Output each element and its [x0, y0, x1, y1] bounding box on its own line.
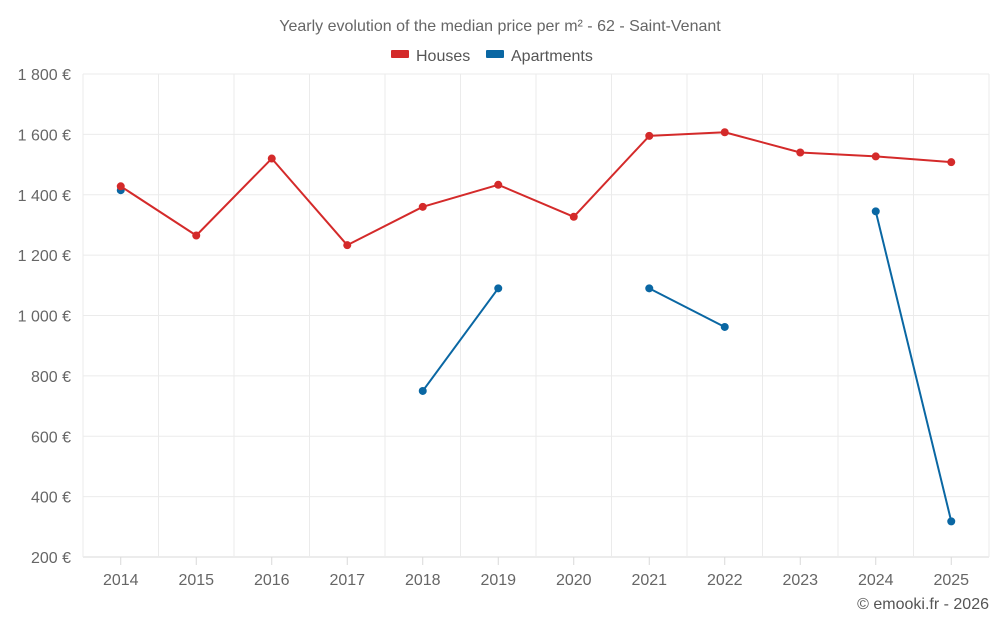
data-point-apartments[interactable]	[720, 322, 729, 331]
data-point-houses[interactable]	[192, 231, 201, 240]
data-point-apartments[interactable]	[494, 284, 503, 293]
series-line-houses	[119, 131, 953, 247]
legend-label-apartments: Apartments	[511, 48, 593, 65]
y-tick-label: 1 800 €	[18, 67, 71, 84]
x-tick-label: 2020	[556, 572, 592, 589]
x-tick-label: 2024	[858, 572, 894, 589]
series-line-apartments	[421, 287, 500, 392]
data-point-houses[interactable]	[343, 241, 352, 250]
data-point-houses[interactable]	[947, 158, 956, 167]
y-tick-label: 400 €	[31, 490, 71, 507]
legend-item-houses[interactable]: Houses	[391, 48, 470, 65]
x-tick-label: 2019	[480, 572, 516, 589]
chart-title: Yearly evolution of the median price per…	[279, 18, 721, 35]
series-line-apartments	[648, 287, 726, 328]
y-tick-label: 1 400 €	[18, 188, 71, 205]
series-line-apartments	[874, 210, 953, 523]
legend-swatch-houses	[391, 50, 409, 58]
x-tick-label: 2017	[329, 572, 365, 589]
x-tick-label: 2015	[178, 572, 214, 589]
data-point-houses[interactable]	[871, 152, 880, 161]
data-point-apartments[interactable]	[418, 386, 427, 395]
data-point-houses[interactable]	[418, 202, 427, 211]
data-point-apartments[interactable]	[645, 284, 654, 293]
x-tick-label: 2016	[254, 572, 290, 589]
y-tick-label: 1 200 €	[18, 248, 71, 265]
legend-swatch-apartments	[486, 50, 504, 58]
axes: 200 € 400 € 600 € 800 € 1 000 € 1 200 € 1 400 …	[18, 67, 970, 589]
data-point-houses[interactable]	[116, 182, 125, 191]
x-tick-label: 2023	[782, 572, 818, 589]
x-tick-label: 2021	[631, 572, 667, 589]
grid	[82, 73, 990, 558]
data-point-apartments[interactable]	[871, 207, 880, 216]
data-point-apartments[interactable]	[947, 517, 956, 526]
series	[116, 128, 956, 526]
legend-label-houses: Houses	[416, 48, 470, 65]
x-tick-label: 2018	[405, 572, 441, 589]
data-point-houses[interactable]	[267, 154, 276, 163]
legend-item-apartments[interactable]: Apartments	[486, 48, 593, 65]
data-point-houses[interactable]	[796, 148, 805, 157]
x-tick-label: 2025	[933, 572, 969, 589]
legend: Houses Apartments	[391, 48, 593, 65]
y-tick-label: 800 €	[31, 369, 71, 386]
x-tick-label: 2014	[103, 572, 139, 589]
x-tick-label: 2022	[707, 572, 743, 589]
y-tick-label: 200 €	[31, 550, 71, 567]
chart-credit: © emooki.fr - 2026	[857, 596, 989, 613]
y-tick-label: 1 000 €	[18, 309, 71, 326]
y-tick-label: 600 €	[31, 429, 71, 446]
data-point-houses[interactable]	[569, 212, 578, 221]
series-houses	[116, 128, 956, 250]
data-point-houses[interactable]	[494, 180, 503, 189]
data-point-houses[interactable]	[720, 128, 729, 137]
y-tick-label: 1 600 €	[18, 127, 71, 144]
data-point-houses[interactable]	[645, 131, 654, 140]
